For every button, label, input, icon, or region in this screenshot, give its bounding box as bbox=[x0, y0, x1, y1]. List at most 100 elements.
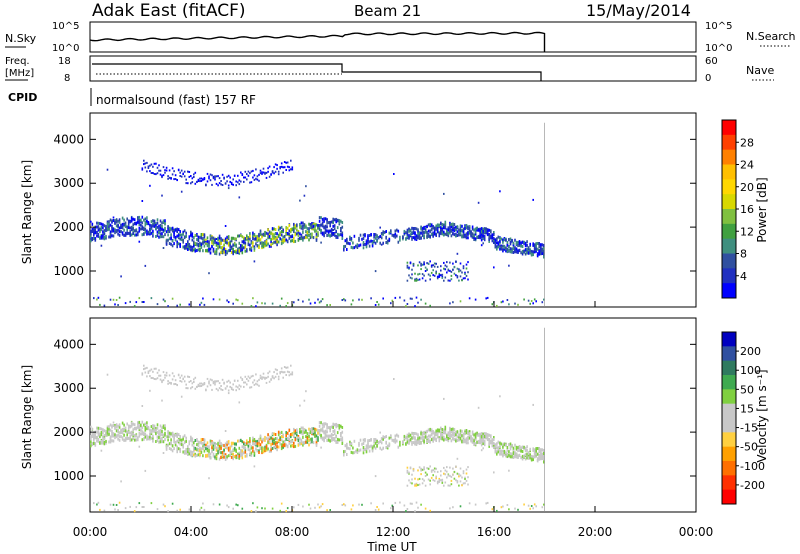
velocity-echo bbox=[271, 507, 274, 510]
power-echo bbox=[200, 180, 203, 182]
power-echo bbox=[229, 245, 231, 249]
velocity-echo bbox=[433, 470, 436, 473]
velocity-echo bbox=[262, 376, 265, 379]
power-echo bbox=[280, 238, 283, 242]
power-echo bbox=[130, 228, 133, 232]
velocity-echo bbox=[293, 441, 295, 445]
power-echo bbox=[268, 230, 271, 234]
velocity-echo bbox=[253, 465, 256, 468]
power-echo bbox=[408, 267, 410, 270]
velocity-echo bbox=[156, 435, 159, 439]
velocity-echo bbox=[305, 440, 307, 444]
power-echo bbox=[250, 248, 253, 252]
velocity-echo bbox=[120, 430, 122, 434]
power-echo bbox=[532, 242, 534, 246]
power-echo bbox=[441, 229, 444, 232]
velocity-echo bbox=[112, 421, 115, 424]
power-echo bbox=[250, 181, 253, 184]
power-echo bbox=[262, 242, 265, 246]
velocity-echo bbox=[158, 436, 160, 440]
power-echo bbox=[450, 234, 453, 238]
power-echo bbox=[99, 227, 101, 231]
power-echo bbox=[411, 277, 413, 280]
power-echo bbox=[455, 228, 457, 232]
power-echo bbox=[191, 248, 194, 252]
velocity-echo bbox=[277, 378, 280, 381]
power-echo bbox=[276, 232, 278, 236]
power-echo bbox=[194, 241, 197, 245]
power-echo bbox=[443, 230, 445, 234]
power-echo bbox=[303, 223, 306, 227]
power-echo bbox=[90, 229, 92, 233]
power-echo bbox=[191, 234, 194, 238]
velocity-echo bbox=[386, 444, 389, 448]
power-echo bbox=[426, 268, 428, 271]
power-echo bbox=[246, 173, 248, 175]
velocity-echo bbox=[114, 424, 116, 427]
velocity-echo bbox=[127, 424, 130, 428]
power-echo bbox=[137, 220, 139, 224]
velocity-echo bbox=[543, 460, 545, 464]
power-echo bbox=[268, 175, 271, 178]
velocity-echo bbox=[200, 382, 203, 385]
velocity-echo bbox=[505, 443, 507, 447]
velocity-echo bbox=[261, 438, 263, 442]
power-echo bbox=[299, 199, 301, 202]
power-echo bbox=[326, 304, 328, 307]
power-echo bbox=[314, 229, 316, 233]
power-echo bbox=[305, 230, 307, 234]
velocity-echo bbox=[300, 430, 303, 434]
power-echo bbox=[444, 276, 447, 279]
power-echo bbox=[277, 234, 280, 237]
power-echo bbox=[259, 172, 262, 175]
velocity-echo bbox=[491, 438, 494, 442]
velocity-echo bbox=[535, 505, 537, 508]
power-echo bbox=[286, 165, 289, 168]
freq-unit-label: [MHz] bbox=[5, 68, 34, 79]
velocity-echo bbox=[159, 431, 162, 435]
power-echo bbox=[406, 266, 409, 269]
power-echo bbox=[488, 235, 490, 239]
power-echo bbox=[250, 246, 253, 250]
power-echo bbox=[323, 234, 325, 238]
velocity-echo bbox=[183, 375, 186, 378]
power-echo bbox=[185, 178, 187, 181]
velocity-echo bbox=[209, 442, 212, 446]
power-echo bbox=[438, 224, 441, 228]
power-echo bbox=[480, 235, 483, 239]
power-echo bbox=[488, 237, 490, 241]
velocity-echo bbox=[271, 376, 274, 379]
velocity-echo bbox=[441, 478, 444, 481]
power-echo bbox=[132, 223, 134, 227]
velocity-echo bbox=[502, 453, 504, 457]
velocity-echo bbox=[332, 434, 334, 436]
power-echo bbox=[458, 230, 460, 234]
velocity-echo bbox=[237, 454, 239, 458]
velocity-echo bbox=[235, 448, 237, 452]
velocity-echo bbox=[133, 438, 136, 442]
velocity-echo bbox=[97, 431, 100, 435]
power-echo bbox=[411, 297, 413, 300]
power-echo bbox=[329, 220, 331, 224]
velocity-echo bbox=[102, 431, 104, 435]
velocity-echo bbox=[414, 436, 416, 440]
power-echo bbox=[335, 220, 337, 224]
power-echo bbox=[96, 234, 98, 238]
power-echo bbox=[279, 232, 281, 236]
power-echo bbox=[521, 249, 524, 253]
velocity-echo bbox=[227, 448, 230, 452]
velocity-echo bbox=[265, 448, 268, 452]
power-echo bbox=[480, 232, 483, 236]
velocity-echo bbox=[267, 433, 269, 437]
power-echo bbox=[280, 242, 283, 246]
power-echo bbox=[127, 231, 130, 235]
power-echo bbox=[149, 184, 151, 187]
velocity-echo bbox=[193, 449, 195, 453]
power-echo bbox=[355, 244, 357, 248]
power-echo bbox=[208, 177, 210, 180]
power-echo bbox=[121, 226, 124, 230]
velocity-echo bbox=[127, 436, 130, 440]
velocity-echo bbox=[417, 441, 419, 445]
velocity-echo bbox=[505, 451, 507, 455]
velocity-echo bbox=[167, 438, 169, 442]
